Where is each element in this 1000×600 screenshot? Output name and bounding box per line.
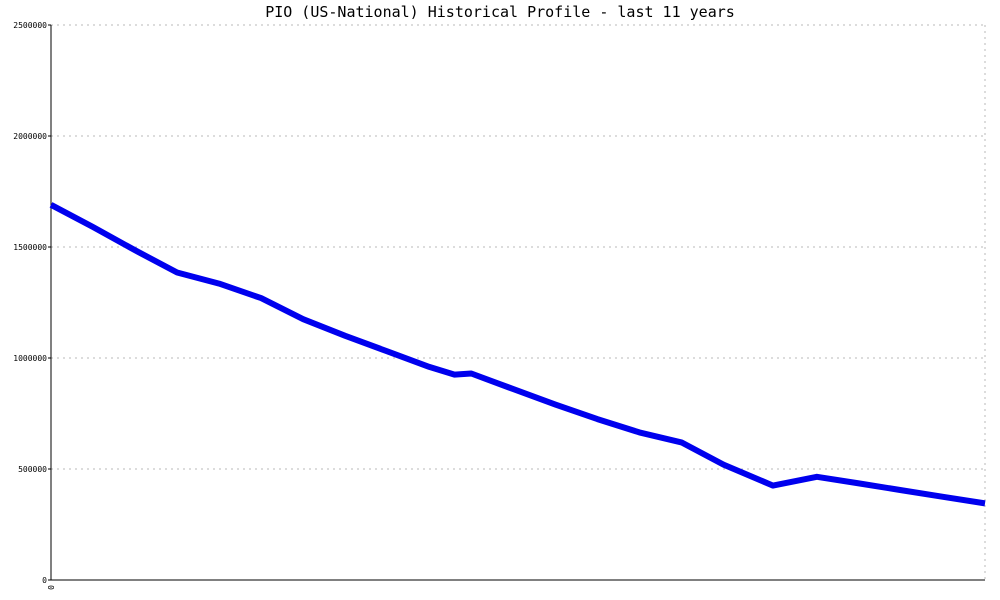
y-tick-label-4: 2000000 <box>13 132 47 141</box>
y-tick-label-3: 1500000 <box>13 243 47 252</box>
y-tick-label-1: 500000 <box>18 465 47 474</box>
y-tick-label-2: 1000000 <box>13 354 47 363</box>
y-tick-label-5: 2500000 <box>13 21 47 30</box>
y-tick-label-0: 0 <box>42 576 47 585</box>
chart-title: PIO (US-National) Historical Profile - l… <box>265 3 735 21</box>
x-tick-label-0: 0 <box>47 585 56 590</box>
series-line-0 <box>49 202 986 507</box>
